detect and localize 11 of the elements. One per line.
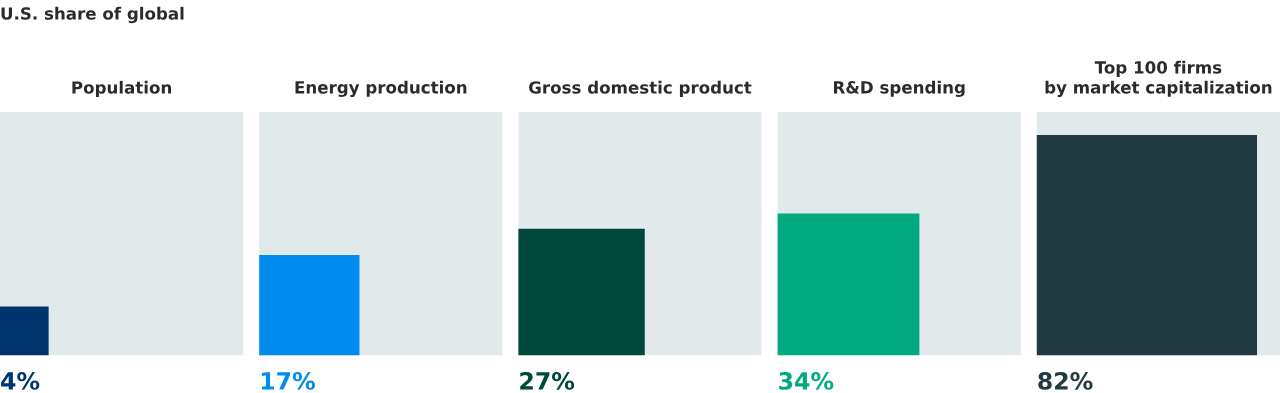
- data-label: 34%: [779, 371, 834, 390]
- category-label: Energy production: [295, 80, 467, 97]
- data-label: 82%: [1038, 371, 1093, 390]
- category-label: R&D spending: [834, 80, 965, 97]
- data-label: 27%: [520, 371, 575, 390]
- data-label: 17%: [261, 371, 315, 390]
- text: U.S. share of global: [1, 6, 184, 24]
- category-label: Population: [72, 80, 171, 97]
- category-label: Gross domestic product: [529, 80, 752, 97]
- category-label: Top 100 firms by market capitalization: [1045, 60, 1272, 97]
- data-label: 4%: [1, 371, 40, 390]
